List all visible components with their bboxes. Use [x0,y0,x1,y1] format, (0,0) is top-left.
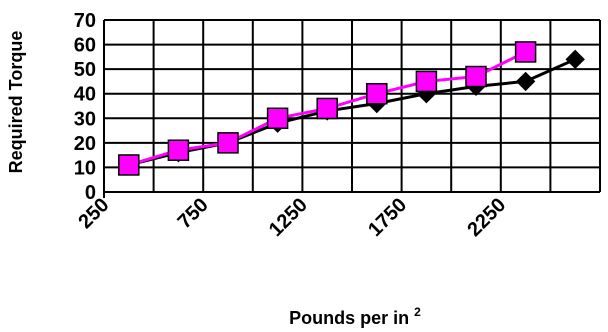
series-1-point-5 [366,82,388,105]
series-1 [118,41,537,176]
series-0-point-9 [565,49,585,70]
x-axis-title-superscript: 2 [414,305,421,319]
y-tick-label-3: 30 [74,108,96,130]
y-axis-title: Required Torque [6,31,26,174]
series-1-point-6 [415,70,438,93]
y-tick-label-0: 0 [85,182,96,204]
series-1-point-2 [217,132,239,154]
series [118,41,585,176]
series-1-point-0 [118,154,140,176]
series-1-point-1 [167,139,190,161]
y-tick-label-2: 20 [74,133,96,155]
x-tick-labels: 250 750 1250 1750 2250 [74,194,510,241]
x-axis-title-main: Pounds per in [289,308,409,328]
series-1-point-4 [316,97,338,120]
y-tick-label-7: 70 [74,10,96,32]
x-tick-label-2: 1250 [265,194,312,241]
x-axis-title: Pounds per in 2 [289,305,421,328]
series-1-point-7 [465,65,487,88]
axes [103,20,600,198]
x-tick-label-4: 2250 [463,194,510,241]
y-tick-label-6: 60 [74,35,96,57]
y-tick-label-5: 50 [74,59,96,81]
y-tick-label-4: 40 [74,84,96,106]
x-tick-label-3: 1750 [364,194,411,241]
x-tick-label-0: 250 [74,194,113,233]
x-tick-label-1: 750 [174,194,213,233]
series-1-point-8 [514,41,537,63]
series-1-point-3 [266,107,289,130]
series-0-point-8 [515,71,536,92]
y-tick-label-1: 10 [74,157,96,179]
